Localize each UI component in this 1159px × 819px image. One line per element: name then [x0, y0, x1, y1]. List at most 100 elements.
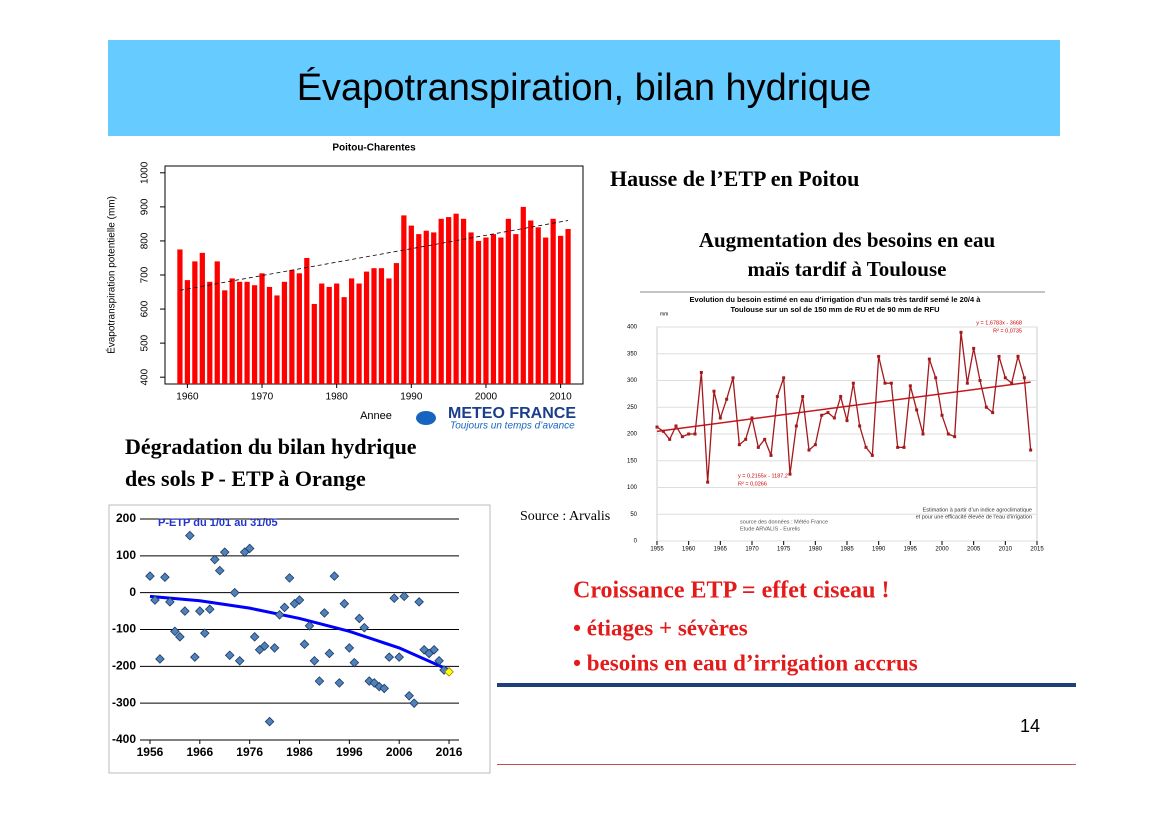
y-tick-label: 700	[140, 266, 151, 283]
bar	[446, 217, 452, 384]
y-tick-label: -200	[112, 659, 136, 673]
point	[946, 432, 950, 436]
point	[706, 480, 710, 484]
bar	[401, 215, 407, 384]
point	[864, 445, 868, 449]
point	[1003, 376, 1007, 380]
point	[687, 432, 691, 436]
point	[775, 395, 779, 399]
point	[389, 593, 400, 603]
bar	[177, 249, 183, 384]
point	[927, 357, 931, 361]
bar	[341, 297, 347, 384]
y-unit: mm	[660, 311, 668, 317]
x-tick-label: 2015	[1030, 547, 1044, 553]
point	[434, 656, 444, 666]
trend-line	[179, 220, 569, 291]
x-tick-label: 2005	[967, 547, 981, 553]
point	[712, 389, 716, 393]
bar	[490, 234, 497, 384]
x-axis-label: Annee	[360, 410, 392, 422]
x-tick-label: 1980	[326, 392, 349, 403]
trend-curve	[149, 594, 450, 672]
slide-title: Évapotranspiration, bilan hydrique	[297, 66, 872, 109]
bar	[416, 234, 422, 384]
point	[750, 416, 754, 420]
bar	[289, 269, 295, 384]
annotation: y = 1,6783x - 3668	[976, 320, 1022, 326]
chart-frame	[108, 504, 491, 774]
point	[763, 437, 767, 441]
point	[414, 597, 424, 607]
point	[234, 656, 245, 666]
point	[299, 639, 310, 650]
point	[845, 419, 849, 423]
point	[699, 370, 703, 374]
y-tick-label: 900	[140, 198, 151, 215]
point	[274, 609, 285, 620]
bar	[498, 237, 504, 384]
point	[195, 606, 205, 616]
bar	[214, 261, 220, 384]
point	[379, 683, 390, 694]
heading: maïs tardif à Toulouse	[748, 257, 947, 281]
point	[399, 591, 409, 602]
bar	[460, 218, 467, 384]
point	[204, 604, 215, 615]
y-tick-label: 600	[140, 300, 151, 317]
point	[229, 587, 240, 598]
point	[324, 648, 335, 659]
annotation: Etude ARVALIS - Eurelis	[740, 526, 800, 532]
point	[934, 376, 938, 380]
y-tick-label: 800	[140, 232, 151, 249]
point	[959, 330, 963, 334]
x-tick-label: 1965	[714, 547, 728, 553]
point	[813, 443, 817, 447]
bar	[229, 278, 235, 384]
point	[680, 435, 684, 439]
bar	[535, 227, 541, 384]
y-tick-label: 0	[129, 585, 136, 599]
point	[319, 608, 330, 618]
point	[214, 565, 225, 576]
chart-title: Evolution du besoin estimé en eau d’irri…	[690, 295, 982, 304]
y-tick-label: 400	[140, 368, 151, 385]
point	[756, 445, 760, 449]
point	[334, 678, 345, 688]
point	[344, 643, 355, 653]
annotation: R² = 0,0735	[993, 328, 1022, 334]
point	[244, 543, 255, 554]
bar	[192, 261, 198, 384]
point	[718, 416, 722, 420]
bar	[431, 232, 437, 384]
bar	[513, 234, 519, 384]
point	[744, 437, 748, 441]
point	[1022, 376, 1026, 380]
y-tick-label: 100	[627, 485, 638, 491]
bar	[237, 281, 243, 384]
point	[908, 384, 912, 388]
chart-title: P-ETP du 1/01 au 31/05	[158, 517, 278, 529]
heading: Dégradation du bilan hydrique	[125, 434, 417, 459]
x-tick-label: 1986	[286, 745, 313, 759]
bar	[483, 237, 489, 384]
bar	[281, 281, 288, 384]
logo-icon	[416, 411, 436, 425]
heading: des sols P - ETP à Orange	[125, 466, 366, 491]
point	[209, 554, 220, 565]
y-tick-label: 250	[627, 405, 638, 411]
bullet: • besoins en eau d’irrigation accrus	[573, 650, 918, 675]
data-line	[656, 332, 1032, 483]
point	[794, 424, 798, 428]
point	[279, 602, 290, 613]
x-tick-label: 1980	[809, 547, 823, 553]
x-tick-label: 2006	[386, 745, 413, 759]
point	[429, 644, 439, 655]
point	[655, 425, 659, 429]
point	[219, 547, 230, 557]
point	[294, 595, 305, 605]
point	[832, 416, 836, 420]
bar	[505, 218, 511, 384]
point	[304, 621, 315, 631]
